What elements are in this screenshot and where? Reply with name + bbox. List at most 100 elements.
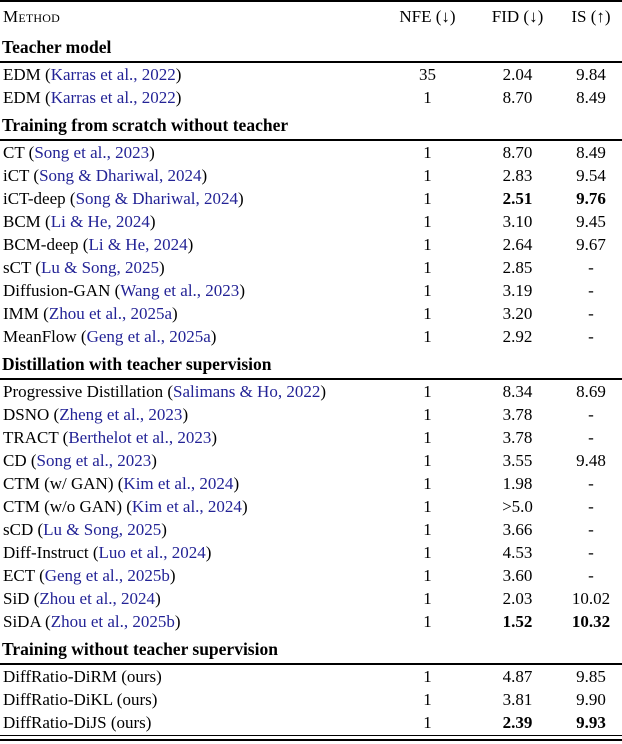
citation-link[interactable]: Zheng et al., 2023 — [59, 404, 183, 424]
nfe-value: 1 — [423, 211, 432, 231]
method-cell: BCM-deep (Li & He, 2024) — [3, 234, 194, 254]
table-body: Teacher model EDM (Karras et al., 2022) 35… — [0, 31, 622, 734]
method-cell: ECT (Geng et al., 2025b) — [3, 565, 176, 585]
citation-link[interactable]: Zhou et al., 2025b — [50, 611, 175, 631]
is-value: - — [588, 303, 594, 323]
table-row: SiD (Zhou et al., 2024) 1 2.03 10.02 — [0, 587, 622, 610]
method-cell: BCM (Li & He, 2024) — [3, 211, 156, 231]
nfe-value: 1 — [423, 303, 432, 323]
fid-value: 1.98 — [502, 473, 533, 493]
citation-link[interactable]: Lu & Song, 2025 — [40, 257, 160, 277]
fid-value: 3.60 — [502, 565, 533, 585]
method-name: Progressive Distillation — [3, 381, 164, 401]
col-header-nfe: NFE (↓) — [399, 6, 456, 26]
method-name: sCD — [3, 519, 34, 539]
citation-link[interactable]: Kim et al., 2024 — [123, 473, 234, 493]
method-cell: DiffRatio-DiRM (ours) — [0, 667, 380, 687]
citation-link[interactable]: Song et al., 2023 — [34, 142, 150, 162]
is-value: - — [588, 542, 594, 562]
citation-link[interactable]: Luo et al., 2024 — [98, 542, 206, 562]
is-value: - — [588, 427, 594, 447]
method-cell: CTM (w/ GAN) (Kim et al., 2024) — [3, 473, 240, 493]
table-row: Diffusion-GAN (Wang et al., 2023) 1 3.19 - — [0, 279, 622, 302]
table-row: BCM (Li & He, 2024) 1 3.10 9.45 — [0, 210, 622, 233]
method-name: iCT — [3, 165, 30, 185]
fid-value: 8.70 — [502, 87, 533, 107]
method-cell: CD (Song et al., 2023) — [3, 450, 157, 470]
is-value: 10.02 — [571, 588, 611, 608]
nfe-value: 1 — [423, 496, 432, 516]
table-row: CTM (w/o GAN) (Kim et al., 2024) 1 >5.0 - — [0, 495, 622, 518]
nfe-value: 1 — [423, 381, 432, 401]
method-cell: sCT (Lu & Song, 2025) — [3, 257, 165, 277]
method-name: IMM — [3, 303, 39, 323]
citation-link[interactable]: Zhou et al., 2025a — [48, 303, 173, 323]
nfe-value: 1 — [423, 257, 432, 277]
section-header: Distillation with teacher supervision — [2, 354, 272, 374]
nfe-value: 1 — [423, 165, 432, 185]
col-header-is: IS (↑) — [571, 6, 611, 26]
fid-value: 3.81 — [502, 689, 533, 709]
citation-link[interactable]: Song & Dhariwal, 2024 — [75, 188, 238, 208]
fid-value: 3.10 — [502, 211, 533, 231]
citation-link[interactable]: Salimans & Ho, 2022 — [173, 381, 321, 401]
is-value: 9.54 — [576, 165, 606, 185]
method-cell: TRACT (Berthelot et al., 2023) — [3, 427, 218, 447]
citation-link[interactable]: Geng et al., 2025b — [44, 565, 170, 585]
method-name: DiffRatio-DiJS (ours) — [3, 712, 152, 732]
is-value: - — [588, 404, 594, 424]
method-name: BCM-deep — [3, 234, 79, 254]
bottom-rule-thin — [0, 735, 622, 736]
citation-link[interactable]: Berthelot et al., 2023 — [68, 427, 212, 447]
method-name: Diff-Instruct — [3, 542, 89, 562]
fid-value: 4.87 — [502, 666, 533, 686]
bottom-rule-thick — [0, 738, 622, 741]
method-cell: DiffRatio-DiKL (ours) — [0, 690, 380, 710]
citation-link[interactable]: Karras et al., 2022 — [50, 64, 176, 84]
col-header-method: Method — [3, 6, 60, 26]
nfe-value: 1 — [423, 588, 432, 608]
fid-value: 3.20 — [502, 303, 533, 323]
citation-link[interactable]: Song & Dhariwal, 2024 — [39, 165, 202, 185]
is-value: 9.48 — [576, 450, 606, 470]
citation-link[interactable]: Li & He, 2024 — [88, 234, 188, 254]
citation-link[interactable]: Zhou et al., 2024 — [39, 588, 156, 608]
citation-link[interactable]: Kim et al., 2024 — [131, 496, 242, 516]
nfe-value: 1 — [423, 326, 432, 346]
citation-link[interactable]: Karras et al., 2022 — [50, 87, 176, 107]
is-value: - — [588, 496, 594, 516]
fid-value: 3.78 — [502, 404, 533, 424]
fid-value: 2.92 — [502, 326, 533, 346]
nfe-value: 1 — [423, 565, 432, 585]
citation-link[interactable]: Geng et al., 2025a — [86, 326, 211, 346]
method-cell: EDM (Karras et al., 2022) — [3, 87, 182, 107]
fid-value: 2.39 — [502, 712, 533, 732]
is-value: 8.69 — [576, 381, 606, 401]
method-name: CD — [3, 450, 27, 470]
nfe-value: 1 — [423, 427, 432, 447]
section-rule — [0, 61, 622, 63]
method-name: sCT — [3, 257, 32, 277]
method-cell: SiD (Zhou et al., 2024) — [3, 588, 161, 608]
is-value: - — [588, 473, 594, 493]
citation-link[interactable]: Lu & Song, 2025 — [43, 519, 162, 539]
nfe-value: 1 — [423, 280, 432, 300]
nfe-value: 1 — [423, 689, 432, 709]
table-row: DSNO (Zheng et al., 2023) 1 3.78 - — [0, 403, 622, 426]
table-row: BCM-deep (Li & He, 2024) 1 2.64 9.67 — [0, 233, 622, 256]
top-rule — [0, 0, 622, 2]
citation-link[interactable]: Li & He, 2024 — [50, 211, 150, 231]
nfe-value: 1 — [423, 473, 432, 493]
nfe-value: 1 — [423, 611, 432, 631]
table-row: TRACT (Berthelot et al., 2023) 1 3.78 - — [0, 426, 622, 449]
table-header-row: Method NFE (↓) FID (↓) IS (↑) — [0, 2, 622, 31]
citation-link[interactable]: Song et al., 2023 — [36, 450, 152, 470]
method-name: DiffRatio-DiKL (ours) — [3, 689, 158, 709]
method-name: EDM — [3, 87, 41, 107]
fid-value: 2.03 — [502, 588, 533, 608]
fid-value: 3.78 — [502, 427, 533, 447]
method-cell: DiffRatio-DiJS (ours) — [0, 713, 380, 733]
citation-link[interactable]: Wang et al., 2023 — [120, 280, 240, 300]
method-cell: IMM (Zhou et al., 2025a) — [3, 303, 178, 323]
